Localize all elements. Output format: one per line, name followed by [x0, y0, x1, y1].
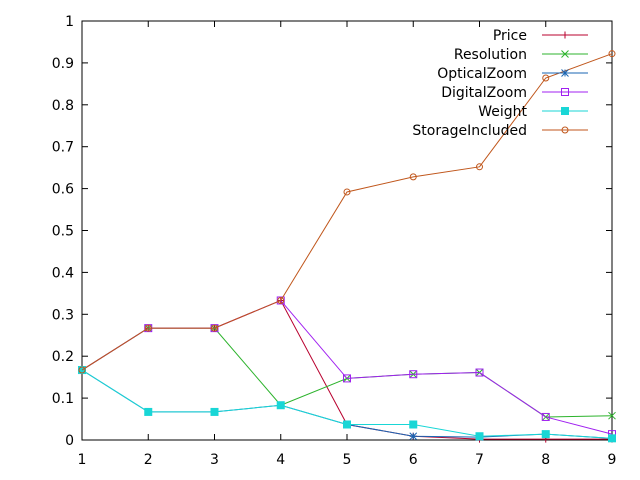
x-tick-label: 8: [541, 452, 550, 468]
circle-marker: [211, 324, 218, 332]
series-storageincluded: [78, 50, 616, 374]
legend-item-storageincluded: StorageIncluded: [412, 123, 588, 139]
circle-marker: [78, 366, 86, 374]
cross-marker: [561, 50, 569, 58]
star-marker: [561, 69, 569, 77]
plot-axes: 0 0.1 0.2 0.3 0.4 0.5 0.6 0.7 0.8 0.9 1 1 2 3 4 5 6 7 8 9: [52, 14, 617, 468]
y-tick-label: 0.5: [52, 224, 74, 240]
legend-item-weight: Weight: [478, 104, 588, 120]
legend-label: Price: [493, 28, 527, 44]
y-tick-label: 0.4: [52, 265, 74, 281]
cross-marker: [608, 411, 616, 420]
square-marker: [343, 374, 351, 383]
legend-label: DigitalZoom: [441, 85, 527, 101]
circle-marker: [542, 74, 550, 82]
circle-marker: [608, 50, 616, 58]
y-tick-label: 1: [65, 14, 74, 30]
x-tick-label: 5: [343, 452, 352, 468]
legend-label: Weight: [478, 104, 527, 120]
filled-square-marker: [475, 432, 484, 441]
filled-square-marker: [343, 420, 351, 429]
series-line-digitalzoom: [81, 299, 613, 435]
series-line-storageincluded: [81, 53, 613, 371]
square-marker: [409, 370, 418, 379]
x-tick-label: 9: [608, 452, 617, 468]
circle-marker: [144, 324, 152, 332]
filled-square-marker: [608, 434, 616, 443]
filled-square-marker: [409, 420, 418, 429]
y-tick-label: 0.3: [52, 307, 74, 323]
x-tick-label: 4: [276, 452, 285, 468]
filled-square-marker: [144, 407, 153, 416]
y-tick-label: 0.7: [52, 140, 74, 156]
series-lines: [78, 50, 616, 443]
x-tick-label: 3: [210, 452, 219, 468]
legend: Price Resolution OpticalZoom DigitalZoom Wei…: [412, 28, 588, 139]
square-marker: [475, 368, 484, 377]
square-marker: [541, 412, 550, 421]
y-tick-label: 0: [65, 433, 74, 449]
circle-marker: [476, 163, 483, 171]
x-tick-label: 2: [144, 452, 153, 468]
plot-border: [81, 20, 613, 441]
series-line-price: [81, 299, 612, 440]
circle-marker: [409, 173, 417, 181]
series-digitalzoom: [78, 296, 616, 439]
y-tick-label: 0.2: [52, 349, 74, 365]
circle-marker: [561, 126, 569, 134]
series-line-resolution: [81, 327, 613, 418]
plus-marker: [561, 31, 569, 39]
series-resolution: [78, 324, 616, 421]
legend-label: Resolution: [454, 47, 527, 63]
y-tick-label: 0.9: [52, 56, 74, 72]
x-tick-label: 6: [409, 452, 418, 468]
legend-item-digitalzoom: DigitalZoom: [441, 85, 588, 101]
star-marker: [409, 432, 418, 441]
filled-square-marker: [210, 407, 219, 416]
circle-marker: [343, 188, 351, 196]
legend-item-opticalzoom: OpticalZoom: [437, 66, 588, 82]
circle-marker: [277, 296, 285, 304]
x-tick-label: 1: [78, 452, 87, 468]
legend-label: StorageIncluded: [412, 123, 527, 139]
legend-item-price: Price: [493, 28, 588, 44]
y-tick-label: 0.1: [52, 391, 74, 407]
legend-item-resolution: Resolution: [454, 47, 588, 63]
filled-square-marker: [541, 430, 550, 439]
legend-label: OpticalZoom: [437, 66, 527, 82]
filled-square-marker: [276, 401, 285, 410]
y-tick-label: 0.6: [52, 182, 74, 198]
square-marker: [561, 88, 569, 96]
y-tick-label: 0.8: [52, 98, 74, 114]
filled-square-marker: [561, 107, 569, 115]
x-tick-label: 7: [475, 452, 484, 468]
